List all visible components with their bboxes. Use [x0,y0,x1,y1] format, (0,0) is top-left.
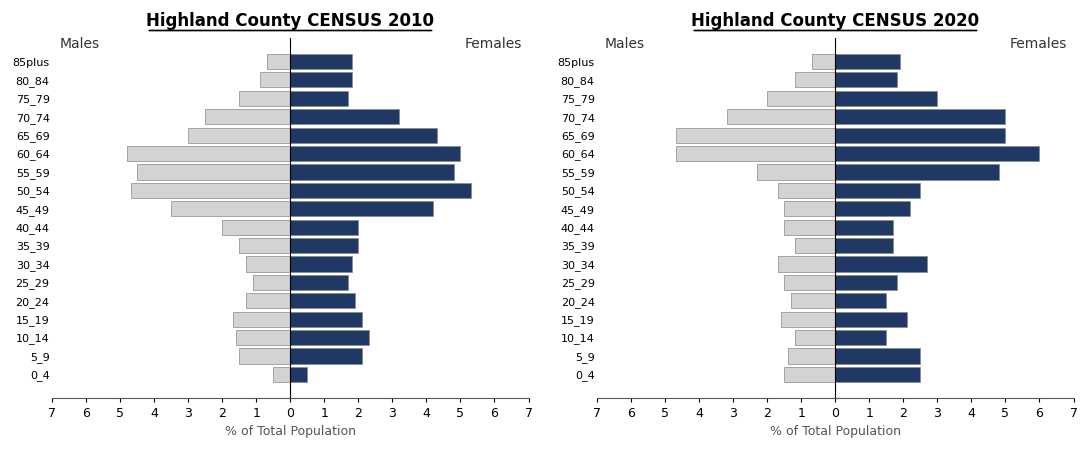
Bar [131,183,290,198]
Title: Highland County CENSUS 2020: Highland County CENSUS 2020 [691,13,980,31]
Text: Males: Males [604,36,644,50]
Bar [290,348,362,364]
Bar [795,72,835,87]
Text: Males: Males [59,36,99,50]
Bar [237,330,290,345]
Bar [259,72,290,87]
Bar [137,164,290,180]
Bar [189,128,290,143]
Bar [835,238,894,253]
Text: Females: Females [464,36,522,50]
Bar [290,275,349,290]
Bar [232,311,290,327]
Bar [290,72,352,87]
Title: Highland County CENSUS 2010: Highland County CENSUS 2010 [146,13,435,31]
Bar [835,109,1005,124]
Bar [205,109,290,124]
Bar [128,146,290,161]
Bar [290,256,352,271]
Bar [785,201,835,216]
Bar [253,275,290,290]
Bar [835,54,900,69]
Bar [782,311,835,327]
Bar [835,128,1005,143]
Bar [290,164,453,180]
Bar [835,72,897,87]
Bar [290,183,471,198]
Bar [777,183,835,198]
Bar [290,311,362,327]
Bar [791,293,835,308]
Bar [835,256,928,271]
Bar [290,128,437,143]
Bar [795,238,835,253]
Bar [788,348,835,364]
Bar [785,367,835,382]
Bar [758,164,835,180]
Bar [240,91,290,106]
Bar [290,367,307,382]
Bar [812,54,835,69]
Bar [290,91,349,106]
Bar [835,146,1040,161]
Bar [676,128,835,143]
Bar [290,109,399,124]
Bar [246,256,290,271]
Bar [795,330,835,345]
Bar [835,183,920,198]
Bar [290,220,359,235]
Bar [835,220,894,235]
Bar [267,54,290,69]
Bar [290,146,460,161]
Bar [290,54,352,69]
Bar [290,238,359,253]
Bar [246,293,290,308]
Bar [290,330,368,345]
Bar [777,256,835,271]
Bar [835,311,907,327]
Bar [785,220,835,235]
Bar [835,275,897,290]
X-axis label: % of Total Population: % of Total Population [770,424,901,437]
Bar [767,91,835,106]
Bar [835,201,910,216]
Bar [835,348,920,364]
Bar [240,238,290,253]
Bar [785,275,835,290]
Bar [835,164,998,180]
Bar [727,109,835,124]
X-axis label: % of Total Population: % of Total Population [225,424,356,437]
Bar [290,293,355,308]
Bar [835,91,937,106]
Bar [171,201,290,216]
Bar [835,330,886,345]
Bar [240,348,290,364]
Bar [676,146,835,161]
Text: Females: Females [1009,36,1067,50]
Bar [222,220,290,235]
Bar [835,367,920,382]
Bar [835,293,886,308]
Bar [274,367,290,382]
Bar [290,201,434,216]
